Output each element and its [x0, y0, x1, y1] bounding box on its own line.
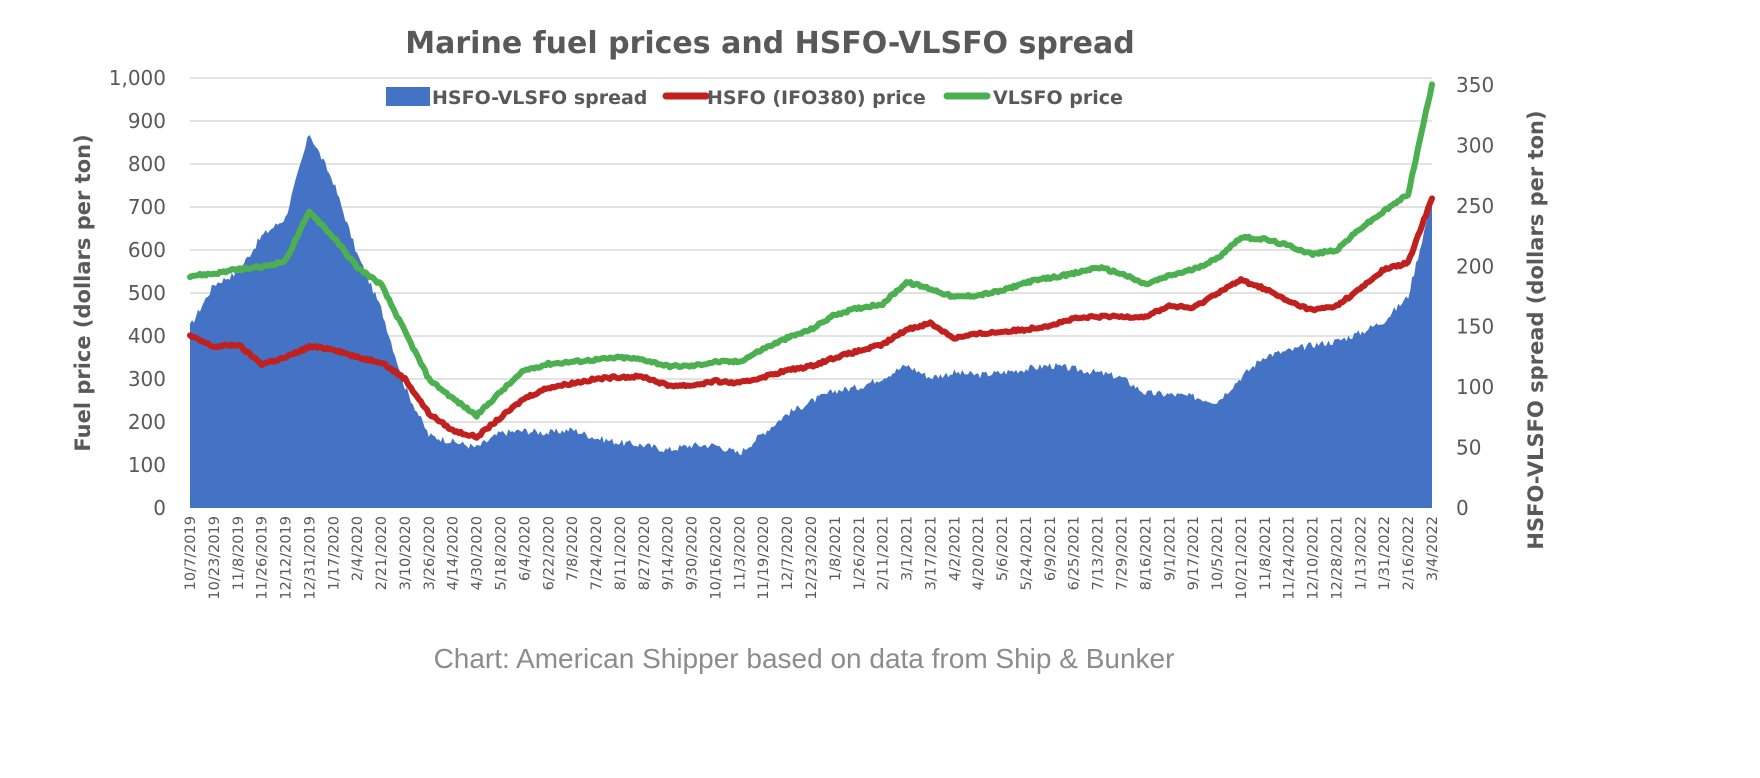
x-tick-label: 7/8/2020 [565, 516, 581, 581]
x-tick-label: 1/8/2021 [828, 516, 844, 581]
right-tick-label: 0 [1456, 496, 1469, 520]
x-tick-label: 6/9/2021 [1043, 516, 1059, 581]
right-tick-label: 150 [1456, 315, 1494, 339]
x-tick-label: 6/25/2021 [1067, 516, 1083, 590]
left-axis-ticks: 0 100 200 300 400 500 600 700 800 900 1,000 [109, 66, 166, 520]
x-tick-label: 9/17/2021 [1186, 516, 1202, 590]
hsfo-price-line [187, 195, 1435, 441]
x-tick-label: 12/12/2019 [279, 516, 295, 600]
x-tick-label: 10/16/2020 [708, 516, 724, 600]
right-axis-ticks: 0 50 100 150 200 250 300 350 [1456, 73, 1494, 520]
x-tick-label: 1/26/2021 [852, 516, 868, 590]
x-tick-label: 2/4/2020 [350, 516, 366, 581]
price-lines-layer [187, 81, 1435, 441]
left-axis-title: Fuel price (dollars per ton) [71, 134, 95, 451]
left-tick-label: 400 [128, 324, 166, 348]
x-tick-label: 1/17/2020 [326, 516, 342, 590]
right-axis-title: HSFO-VLSFO spread (dollars per ton) [1524, 110, 1548, 549]
x-tick-label: 7/24/2020 [589, 516, 605, 590]
right-tick-label: 50 [1456, 436, 1481, 460]
x-tick-label: 5/6/2021 [995, 516, 1011, 581]
x-tick-label: 10/21/2021 [1234, 516, 1250, 600]
left-tick-label: 100 [128, 453, 166, 477]
source-caption: Chart: American Shipper based on data fr… [434, 643, 1175, 674]
chart-title: Marine fuel prices and HSFO-VLSFO spread [405, 26, 1134, 61]
legend: HSFO-VLSFO spread HSFO (IFO380) price VL… [386, 87, 1123, 109]
x-tick-label: 11/19/2020 [756, 516, 772, 600]
x-tick-label: 2/16/2022 [1401, 516, 1417, 590]
x-tick-label: 12/23/2020 [804, 516, 820, 600]
legend-label-spread: HSFO-VLSFO spread [432, 87, 647, 109]
x-tick-label: 4/20/2021 [971, 516, 987, 590]
x-tick-label: 8/16/2021 [1138, 516, 1154, 590]
legend-label-hsfo: HSFO (IFO380) price [707, 87, 926, 109]
x-tick-label: 3/4/2022 [1425, 516, 1441, 581]
x-tick-label: 11/8/2021 [1258, 516, 1274, 590]
x-tick-label: 11/24/2021 [1282, 516, 1298, 600]
x-tick-label: 8/27/2020 [637, 516, 653, 590]
legend-label-vlsfo: VLSFO price [993, 87, 1123, 109]
left-tick-label: 1,000 [109, 66, 166, 90]
vlsfo-price-line [187, 81, 1435, 420]
x-tick-label: 7/13/2021 [1091, 516, 1107, 590]
left-tick-label: 500 [128, 281, 166, 305]
spread-area [190, 135, 1432, 508]
x-tick-label: 6/22/2020 [541, 516, 557, 590]
left-tick-label: 300 [128, 367, 166, 391]
x-tick-label: 3/17/2021 [923, 516, 939, 590]
x-tick-label: 11/3/2020 [732, 516, 748, 590]
x-tick-label: 9/14/2020 [661, 516, 677, 590]
left-tick-label: 800 [128, 152, 166, 176]
x-tick-label: 3/26/2020 [422, 516, 438, 590]
x-tick-label: 5/24/2021 [1019, 516, 1035, 590]
x-tick-label: 11/8/2019 [231, 516, 247, 590]
x-tick-label: 6/4/2020 [517, 516, 533, 581]
x-tick-label: 12/7/2020 [780, 516, 796, 590]
right-tick-label: 300 [1456, 133, 1494, 157]
x-tick-label: 3/1/2021 [900, 516, 916, 581]
left-tick-label: 700 [128, 195, 166, 219]
x-tick-label: 4/2/2021 [947, 516, 963, 581]
spread-area-layer [190, 135, 1432, 508]
legend-swatch-spread [386, 87, 430, 106]
x-tick-label: 1/13/2022 [1353, 516, 1369, 590]
x-tick-label: 2/21/2020 [374, 516, 390, 590]
x-tick-label: 1/31/2022 [1377, 516, 1393, 590]
x-tick-label: 4/30/2020 [470, 516, 486, 590]
x-tick-label: 8/11/2020 [613, 516, 629, 590]
x-tick-label: 5/18/2020 [494, 516, 510, 590]
x-tick-label: 12/28/2021 [1329, 516, 1345, 600]
x-tick-label: 9/1/2021 [1162, 516, 1178, 581]
x-axis-ticks: 10/7/2019 10/23/2019 11/8/2019 11/26/2019 12… [183, 516, 1441, 600]
x-tick-label: 10/5/2021 [1210, 516, 1226, 590]
x-tick-label: 10/23/2019 [207, 516, 223, 600]
left-tick-label: 0 [153, 496, 166, 520]
x-tick-label: 10/7/2019 [183, 516, 199, 590]
right-tick-label: 100 [1456, 375, 1494, 399]
x-tick-label: 7/29/2021 [1115, 516, 1131, 590]
x-tick-label: 9/30/2020 [685, 516, 701, 590]
right-tick-label: 200 [1456, 254, 1494, 278]
right-tick-label: 250 [1456, 194, 1494, 218]
right-tick-label: 350 [1456, 73, 1494, 97]
x-tick-label: 2/11/2021 [876, 516, 892, 590]
x-tick-label: 3/10/2020 [398, 516, 414, 590]
left-tick-label: 200 [128, 410, 166, 434]
left-tick-label: 600 [128, 238, 166, 262]
x-tick-label: 11/26/2019 [255, 516, 271, 600]
x-tick-label: 4/14/2020 [446, 516, 462, 590]
left-tick-label: 900 [128, 109, 166, 133]
x-tick-label: 12/31/2019 [302, 516, 318, 600]
x-tick-label: 12/10/2021 [1306, 516, 1322, 600]
